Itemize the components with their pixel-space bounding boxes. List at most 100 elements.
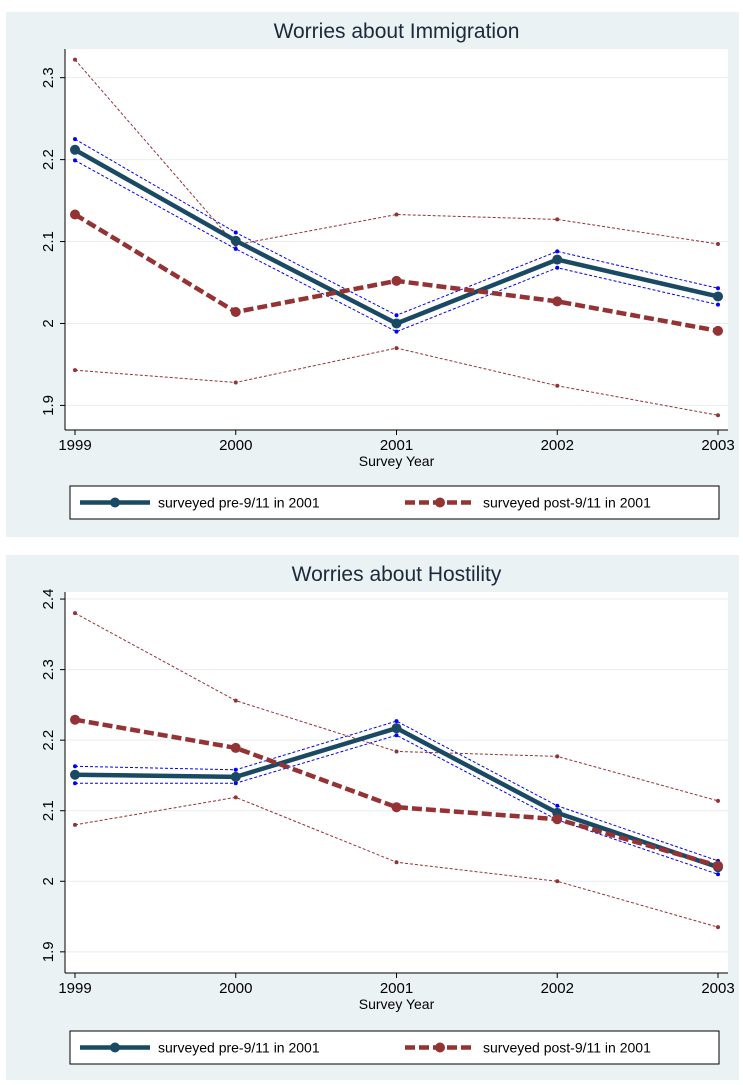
chart-panel-immigration: 1.9 2 2.1 2.2 2.3 1999 2000 2001 2002 2003 Survey … (6, 12, 739, 537)
data-point (555, 249, 560, 254)
y-tick-label: 2.3 (40, 67, 57, 88)
data-point (233, 767, 238, 772)
plot-area (65, 49, 728, 430)
data-point (233, 246, 238, 251)
data-point (230, 742, 241, 753)
data-point (713, 860, 723, 871)
x-tick-label: 2003 (701, 437, 734, 454)
series-line-post-911 (74, 717, 719, 868)
data-point (552, 296, 563, 307)
data-point (391, 318, 402, 329)
y-tick-label: 2.1 (40, 231, 57, 252)
data-point (233, 698, 238, 703)
data-point (70, 714, 80, 725)
data-point (70, 209, 80, 220)
data-point (73, 158, 77, 163)
data-point (394, 346, 399, 351)
plot-area (65, 592, 728, 973)
data-point (555, 383, 560, 388)
y-tick-label: 2.1 (40, 800, 57, 821)
data-point (394, 212, 399, 217)
data-point (391, 275, 402, 286)
y-tick-label: 1.9 (40, 941, 57, 962)
y-tick-label: 2.3 (40, 659, 57, 680)
x-tick-label: 2001 (380, 980, 413, 997)
legend-label: surveyed post-9/11 in 2001 (483, 1040, 651, 1056)
data-point (70, 769, 80, 780)
data-point (73, 781, 77, 786)
legend-marker (435, 1042, 445, 1053)
data-point (394, 860, 399, 865)
y-tick-label: 2 (40, 877, 57, 885)
data-point (73, 611, 77, 616)
chart-immigration: 1.9 2 2.1 2.2 2.3 1999 2000 2001 2002 2003 Survey … (40, 20, 735, 520)
x-tick-label: 1999 (58, 980, 91, 997)
data-point (555, 879, 560, 884)
x-tick-label: 2002 (541, 980, 574, 997)
legend-label: surveyed pre-9/11 in 2001 (158, 495, 320, 511)
data-point (716, 872, 720, 877)
x-tick-label: 2003 (701, 980, 734, 997)
y-tick-label: 2.2 (40, 149, 57, 170)
data-point (233, 781, 238, 786)
chart-title: Worries about Immigration (274, 20, 520, 43)
data-point (233, 230, 238, 235)
data-point (230, 235, 241, 246)
data-point (716, 413, 720, 418)
data-point (394, 749, 399, 754)
data-point (713, 325, 723, 336)
x-axis-label: Survey Year (359, 453, 435, 469)
legend-label: surveyed post-9/11 in 2001 (483, 495, 651, 511)
ci-line-pre-911-lower (74, 159, 719, 333)
y-tick-label: 2 (40, 319, 57, 327)
data-point (555, 217, 560, 222)
x-tick-label: 2000 (219, 980, 252, 997)
x-axis-label: Survey Year (359, 996, 435, 1012)
data-point (555, 803, 560, 808)
data-point (716, 242, 720, 247)
legend-box (69, 485, 720, 520)
y-tick-label: 1.9 (40, 395, 57, 416)
data-point (73, 368, 77, 373)
data-point (73, 764, 77, 769)
x-tick-label: 2000 (219, 437, 252, 454)
data-point (233, 795, 238, 800)
data-point (391, 723, 402, 734)
data-point (70, 144, 80, 155)
chart-panel-hostility: 1.9 2 2.1 2.2 2.3 2.4 1999 2000 2001 2002 2003 Surv… (6, 555, 739, 1080)
data-point (233, 380, 238, 385)
x-tick-label: 2002 (541, 437, 574, 454)
data-point (73, 137, 77, 142)
y-tick-label: 2.2 (40, 730, 57, 751)
chart-title: Worries about Hostility (292, 563, 502, 586)
legend-marker (110, 1042, 120, 1053)
legend-label: surveyed pre-9/11 in 2001 (158, 1040, 320, 1056)
ci-line-pre-911-lower (75, 734, 719, 875)
data-point (73, 822, 77, 827)
data-point (230, 307, 241, 318)
data-point (552, 814, 563, 825)
data-point (394, 719, 399, 724)
data-point (716, 798, 720, 803)
legend-marker (110, 497, 120, 508)
data-point (716, 286, 720, 291)
x-tick-label: 2001 (380, 437, 413, 454)
y-tick-label: 2.4 (40, 589, 57, 610)
x-tick-label: 1999 (58, 437, 91, 454)
data-point (716, 302, 720, 307)
data-point (391, 802, 402, 813)
data-point (230, 771, 241, 782)
data-point (394, 329, 399, 334)
data-point (394, 313, 399, 318)
data-point (394, 733, 399, 738)
data-point (552, 254, 563, 265)
ci-line-pre-911-upper (74, 720, 719, 862)
chart-hostility: 1.9 2 2.1 2.2 2.3 2.4 1999 2000 2001 2002 2003 Surv… (40, 563, 735, 1065)
data-point (713, 291, 723, 302)
legend-marker (435, 497, 445, 508)
data-point (555, 754, 560, 759)
legend-box (69, 1030, 720, 1065)
data-point (555, 265, 560, 270)
data-point (73, 57, 77, 62)
data-point (716, 925, 720, 930)
